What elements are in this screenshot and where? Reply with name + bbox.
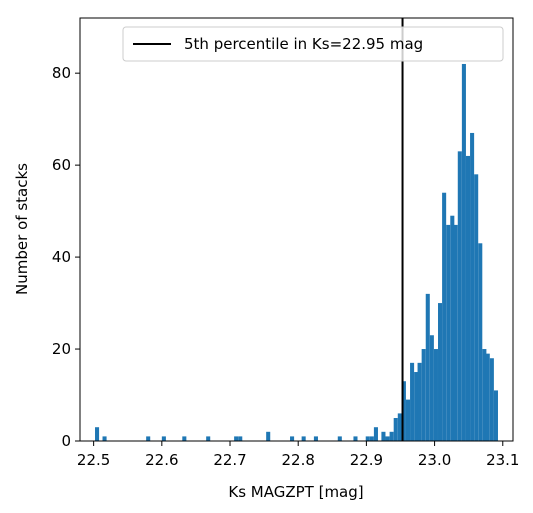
legend: 5th percentile in Ks=22.95 mag bbox=[122, 26, 504, 62]
histogram-bar bbox=[238, 436, 243, 441]
histogram-bar bbox=[421, 349, 426, 441]
histogram-bar bbox=[450, 215, 455, 441]
histogram-bar bbox=[401, 381, 406, 441]
y-axis-ticks: 0 20 40 60 80 bbox=[52, 64, 80, 450]
histogram-bar bbox=[95, 427, 100, 441]
histogram-bar bbox=[457, 151, 462, 441]
histogram-bar bbox=[446, 224, 451, 441]
histogram-bar bbox=[337, 436, 342, 441]
histogram-bar bbox=[485, 353, 490, 441]
x-tick-label: 23.0 bbox=[418, 451, 451, 469]
y-tick-label: 40 bbox=[52, 248, 71, 266]
histogram-bar bbox=[369, 436, 374, 441]
histogram-bar bbox=[414, 372, 419, 441]
histogram-bar bbox=[161, 436, 166, 441]
y-tick-label: 20 bbox=[52, 340, 71, 358]
histogram-bar bbox=[206, 436, 211, 441]
histogram-bar bbox=[393, 418, 398, 441]
y-axis-label: Number of stacks bbox=[13, 163, 31, 295]
histogram-bar bbox=[381, 431, 386, 441]
histogram-bar bbox=[301, 436, 306, 441]
histogram-bar bbox=[182, 436, 187, 441]
histogram-bar bbox=[389, 431, 394, 441]
legend-label: 5th percentile in Ks=22.95 mag bbox=[184, 35, 423, 53]
histogram-bar bbox=[397, 413, 402, 441]
histogram-bar bbox=[489, 358, 494, 441]
histogram-bar bbox=[410, 362, 415, 441]
histogram-bars bbox=[95, 63, 498, 441]
histogram-bar bbox=[442, 192, 447, 441]
histogram-bar bbox=[365, 436, 370, 441]
x-axis-ticks: 22.5 22.6 22.7 22.8 22.9 23.0 23.1 bbox=[77, 441, 519, 469]
histogram-bar bbox=[313, 436, 318, 441]
histogram-bar bbox=[353, 436, 358, 441]
x-tick-label: 22.6 bbox=[145, 451, 178, 469]
histogram-bar bbox=[290, 436, 295, 441]
plot-frame bbox=[79, 17, 514, 442]
x-tick-label: 22.7 bbox=[213, 451, 246, 469]
histogram-bar bbox=[465, 155, 471, 441]
histogram-bar bbox=[493, 390, 498, 441]
histogram-bar bbox=[425, 293, 430, 441]
histogram-bar bbox=[417, 362, 422, 441]
histogram-bar bbox=[146, 436, 151, 441]
histogram-bar bbox=[102, 436, 107, 441]
histogram-bar bbox=[453, 224, 458, 441]
histogram-bar bbox=[234, 436, 239, 441]
y-tick-label: 80 bbox=[52, 64, 71, 82]
legend-box bbox=[122, 26, 504, 62]
histogram-bar bbox=[433, 349, 438, 441]
histogram-bar bbox=[266, 431, 271, 441]
histogram-bar bbox=[482, 349, 487, 441]
y-tick-label: 60 bbox=[52, 156, 71, 174]
histogram-bar bbox=[405, 399, 411, 441]
histogram-bar bbox=[429, 335, 434, 441]
histogram-bar bbox=[385, 436, 390, 441]
x-axis-label: Ks MAGZPT [mag] bbox=[228, 483, 363, 501]
y-tick-label: 0 bbox=[61, 432, 71, 450]
x-tick-label: 22.9 bbox=[350, 451, 383, 469]
x-tick-label: 22.8 bbox=[282, 451, 315, 469]
x-tick-label: 23.1 bbox=[486, 451, 519, 469]
histogram-bar bbox=[373, 427, 378, 441]
x-tick-label: 22.5 bbox=[77, 451, 110, 469]
histogram-bar bbox=[438, 303, 443, 441]
histogram-bar bbox=[474, 174, 479, 441]
histogram-bar bbox=[478, 243, 483, 441]
histogram-bar bbox=[470, 132, 475, 441]
histogram-bar bbox=[461, 63, 466, 441]
